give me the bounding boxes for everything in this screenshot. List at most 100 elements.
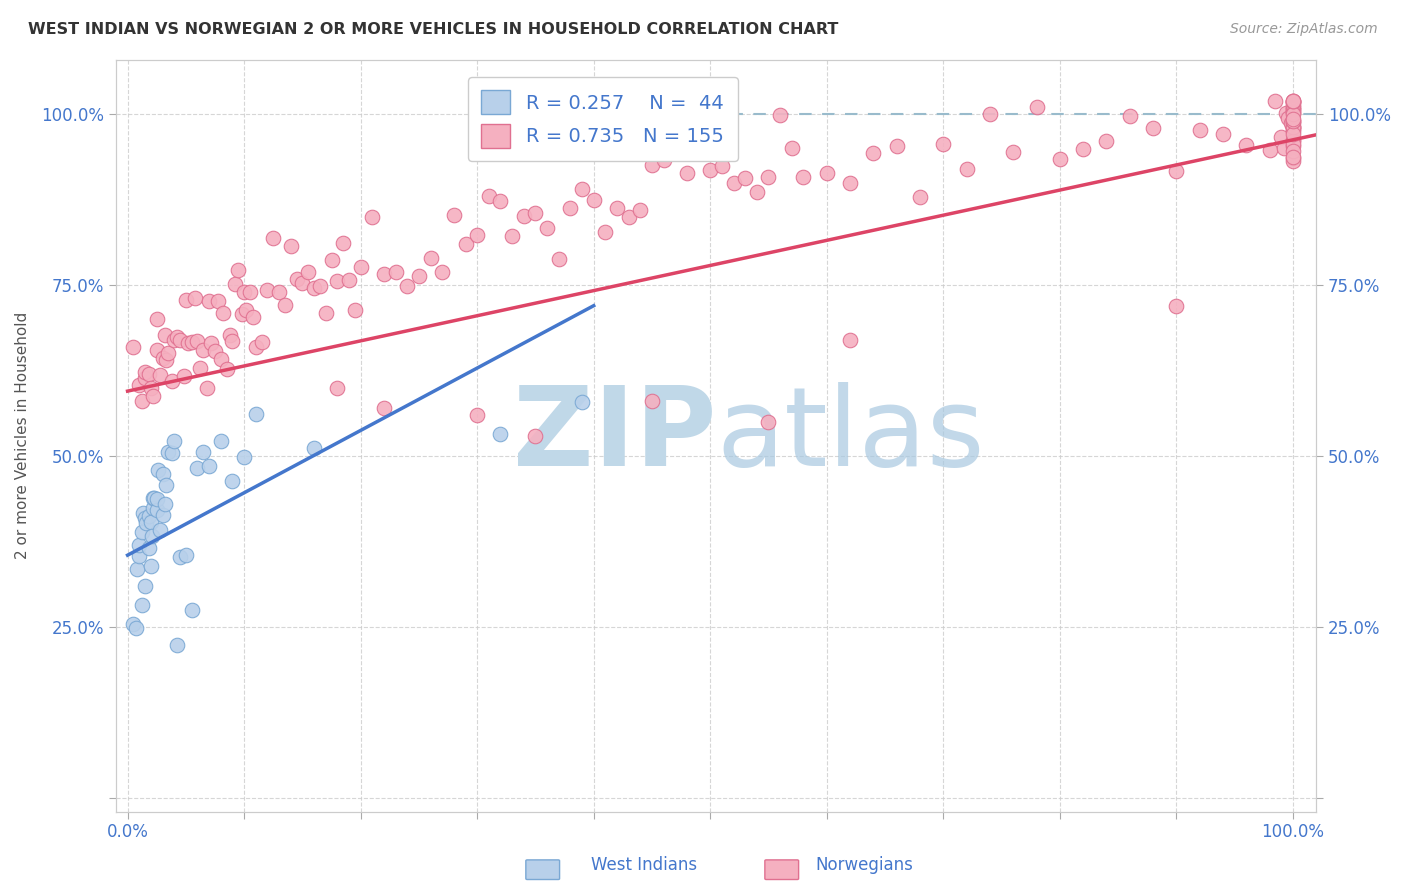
Point [142, 388, 165, 402]
Point [128, 549, 150, 563]
Point [125, 621, 148, 635]
Point [1234, 138, 1257, 153]
Point [125, 562, 148, 576]
Point [908, 189, 931, 203]
Point [153, 327, 176, 342]
Point [180, 335, 202, 350]
Point [1272, 141, 1295, 155]
Point [419, 251, 441, 265]
Point [652, 153, 675, 167]
Point [710, 160, 733, 174]
Point [349, 260, 371, 274]
Point [219, 328, 242, 343]
Legend: R = 0.257    N =  44, R = 0.735   N = 155: R = 0.257 N = 44, R = 0.735 N = 155 [468, 77, 738, 161]
Point [1282, 113, 1305, 128]
Point [1282, 94, 1305, 108]
Point [408, 269, 430, 284]
Point [443, 208, 465, 222]
Point [1071, 141, 1094, 155]
Point [267, 285, 290, 300]
Point [1270, 130, 1292, 145]
Point [1279, 116, 1302, 130]
Point [1095, 134, 1118, 148]
Point [1282, 133, 1305, 147]
Point [152, 351, 174, 365]
Point [131, 525, 153, 540]
Point [361, 210, 384, 224]
Point [932, 136, 955, 151]
Point [1282, 114, 1305, 128]
Point [839, 176, 862, 190]
Point [169, 333, 191, 347]
Point [274, 297, 297, 311]
Point [1049, 153, 1071, 167]
Point [734, 170, 756, 185]
Point [155, 352, 177, 367]
Point [153, 497, 176, 511]
Point [465, 408, 488, 422]
Point [955, 161, 977, 176]
Point [233, 285, 256, 300]
Point [169, 549, 191, 564]
Point [1282, 151, 1305, 165]
Point [145, 343, 167, 357]
Y-axis label: 2 or more Vehicles in Household: 2 or more Vehicles in Household [15, 312, 30, 559]
Point [1282, 127, 1305, 141]
Point [195, 381, 218, 395]
Point [184, 291, 207, 305]
Point [332, 235, 354, 250]
Point [1282, 95, 1305, 110]
Point [198, 459, 221, 474]
Text: WEST INDIAN VS NORWEGIAN 2 OR MORE VEHICLES IN HOUSEHOLD CORRELATION CHART: WEST INDIAN VS NORWEGIAN 2 OR MORE VEHIC… [28, 22, 838, 37]
Point [209, 351, 232, 366]
Point [337, 273, 360, 287]
Point [1282, 139, 1305, 153]
Point [315, 306, 337, 320]
Point [226, 263, 249, 277]
Point [745, 185, 768, 199]
Point [489, 194, 512, 209]
Point [152, 467, 174, 482]
Point [250, 334, 273, 349]
Point [1166, 164, 1188, 178]
Point [524, 428, 547, 442]
Point [131, 599, 153, 613]
Point [157, 345, 180, 359]
Point [501, 228, 523, 243]
Point [174, 549, 197, 563]
Point [582, 193, 605, 207]
Point [676, 166, 699, 180]
Point [1258, 143, 1281, 157]
Point [233, 450, 256, 464]
Point [1282, 120, 1305, 134]
Point [145, 311, 167, 326]
Point [606, 201, 628, 215]
Text: West Indians: West Indians [591, 855, 696, 873]
Point [536, 221, 558, 235]
Point [308, 278, 330, 293]
Point [489, 426, 512, 441]
Point [221, 474, 243, 488]
Point [134, 371, 156, 385]
Point [1282, 120, 1305, 134]
Point [149, 524, 172, 538]
Point [465, 227, 488, 242]
Point [134, 579, 156, 593]
Point [1282, 134, 1305, 148]
Point [1282, 122, 1305, 136]
Point [1264, 94, 1286, 108]
Text: ZIP: ZIP [513, 382, 716, 489]
Point [131, 393, 153, 408]
Point [1282, 112, 1305, 126]
Point [143, 491, 166, 505]
Point [193, 343, 215, 357]
Point [1282, 103, 1305, 117]
Point [157, 445, 180, 459]
Point [979, 107, 1001, 121]
Point [138, 509, 160, 524]
Point [396, 279, 419, 293]
Point [571, 395, 593, 409]
Point [302, 281, 325, 295]
Point [188, 360, 211, 375]
Point [839, 333, 862, 347]
